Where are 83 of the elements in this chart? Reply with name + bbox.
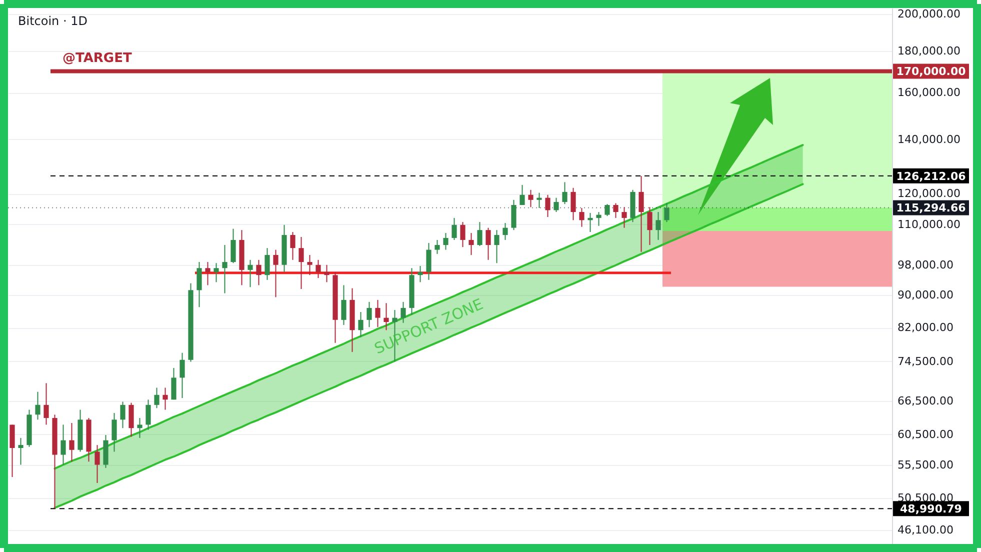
candlestick	[545, 194, 550, 218]
y-tick-label: 160,000.00	[898, 86, 960, 100]
candlestick	[154, 387, 160, 409]
candlestick	[69, 422, 74, 462]
y-tick-label: 98,000.00	[898, 258, 954, 272]
annotation: @TARGET	[62, 51, 132, 66]
ref-line-label: 115,294.66	[896, 202, 966, 215]
candlestick	[18, 437, 24, 466]
candlestick	[290, 232, 296, 260]
candlestick	[604, 204, 610, 217]
ref-line-label: 48,990.79	[900, 502, 962, 516]
candlestick	[536, 192, 542, 209]
ref-line-label: 170,000.00	[896, 65, 966, 78]
candlestick	[570, 187, 576, 221]
candlestick	[162, 387, 168, 410]
candlestick	[60, 424, 66, 466]
candlestick	[554, 197, 559, 213]
candlestick	[171, 367, 176, 400]
candlestick	[35, 391, 40, 420]
candlestick	[460, 222, 466, 248]
candlestick	[528, 189, 534, 208]
y-tick-label: 140,000.00	[898, 132, 960, 146]
candlestick	[452, 217, 457, 240]
candlestick	[358, 312, 364, 338]
y-tick-label: 55,500.00	[898, 458, 954, 472]
candlestick	[112, 412, 117, 452]
candlestick	[214, 262, 219, 283]
candlestick	[664, 202, 670, 223]
candlestick	[579, 208, 584, 228]
candlestick	[588, 212, 593, 233]
y-tick-label: 120,000.00	[898, 187, 960, 200]
candlestick	[180, 352, 185, 399]
y-tick-label: 60,500.00	[898, 428, 954, 441]
candlestick	[222, 244, 228, 294]
y-tick-label: 200,000.00	[898, 8, 960, 21]
candlestick	[44, 382, 49, 426]
candlestick	[520, 184, 525, 206]
candlestick	[613, 202, 618, 218]
candlestick	[341, 284, 346, 326]
candlestick	[511, 199, 516, 231]
candlestick	[426, 242, 432, 280]
candlestick	[307, 254, 312, 276]
candlestick	[298, 236, 304, 290]
candlestick	[434, 239, 440, 254]
candlestick	[656, 212, 661, 240]
candlestick	[120, 401, 126, 429]
candlestick	[256, 259, 262, 286]
candlestick	[146, 399, 151, 430]
y-tick-label: 74,500.00	[898, 354, 954, 368]
candlestick	[205, 262, 210, 286]
candlestick	[494, 230, 500, 264]
candlestick	[273, 249, 278, 298]
candlestick	[264, 248, 270, 280]
y-tick-label: 66,500.00	[898, 394, 954, 408]
candlestick	[596, 212, 602, 226]
candlestick	[477, 222, 482, 247]
candlestick	[137, 417, 142, 438]
candlestick	[647, 206, 652, 246]
candlestick	[638, 175, 644, 252]
candlestick	[230, 228, 236, 264]
y-tick-label: 50,500.00	[898, 491, 954, 504]
candlestick	[128, 402, 134, 438]
y-tick-label: 46,100.00	[898, 524, 954, 536]
candlestick	[10, 424, 15, 478]
candlestick	[443, 232, 448, 250]
candlestick	[468, 232, 474, 256]
candlestick	[622, 206, 627, 228]
candlestick	[366, 301, 372, 328]
ref-line-label: 126,212.06	[896, 170, 966, 183]
candlestick	[316, 259, 321, 279]
y-tick-label: 180,000.00	[898, 44, 960, 58]
y-tick-label: 110,000.00	[898, 218, 960, 231]
text: Bitcoin · 1D	[18, 14, 88, 28]
candlestick	[94, 444, 100, 484]
y-tick-label: 82,000.00	[898, 321, 954, 334]
candlestick	[196, 262, 202, 308]
candlestick	[324, 264, 330, 283]
candlestick	[502, 222, 508, 240]
y-tick-label: 90,000.00	[898, 288, 954, 302]
candlestick	[248, 259, 253, 288]
candlestick	[418, 265, 423, 283]
candlestick	[486, 227, 491, 260]
candlestick	[562, 182, 568, 205]
